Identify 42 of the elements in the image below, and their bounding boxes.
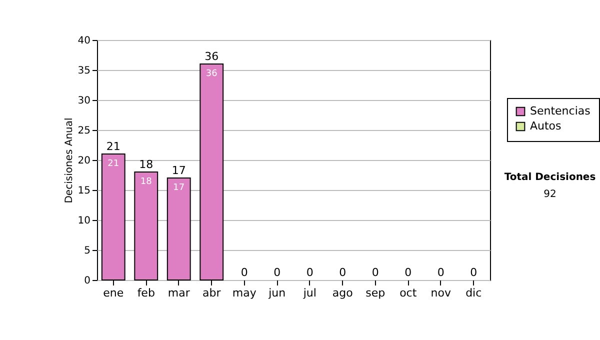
total-label: 36 bbox=[204, 50, 219, 63]
x-tick-label: sep bbox=[366, 286, 386, 300]
total-label: 0 bbox=[437, 266, 444, 279]
y-tick-label: 40 bbox=[78, 36, 90, 46]
total-label: 0 bbox=[372, 266, 379, 279]
y-axis-title: Decisiones Anual bbox=[64, 118, 75, 204]
total-label: 21 bbox=[106, 140, 120, 153]
x-tick-label: may bbox=[232, 286, 257, 300]
data-label: 17 bbox=[173, 183, 185, 193]
x-tick-label: abr bbox=[202, 286, 222, 300]
x-tick-label: jun bbox=[268, 286, 286, 300]
data-label: 18 bbox=[140, 177, 152, 187]
x-tick-label: ago bbox=[332, 286, 354, 300]
y-tick-label: 20 bbox=[78, 156, 90, 166]
text: Total Decisiones bbox=[503, 172, 597, 183]
y-tick-label: 30 bbox=[78, 96, 90, 106]
x-tick-label: jul bbox=[302, 286, 316, 300]
total-label: 18 bbox=[139, 158, 154, 171]
y-tick-label: 25 bbox=[78, 126, 90, 136]
legend-label: Autos bbox=[530, 120, 562, 132]
total-label: 0 bbox=[240, 266, 248, 279]
x-tick-label: feb bbox=[137, 286, 155, 300]
y-tick-label: 0 bbox=[84, 276, 90, 286]
total-label: 0 bbox=[404, 266, 412, 279]
data-label: 36 bbox=[206, 69, 218, 79]
text: 92 bbox=[542, 189, 558, 200]
total-label: 17 bbox=[172, 164, 186, 177]
total-label: 0 bbox=[339, 266, 346, 279]
total-label: 0 bbox=[274, 266, 281, 279]
y-tick-label: 15 bbox=[78, 186, 90, 196]
x-tick-label: oct bbox=[400, 286, 418, 300]
x-tick-label: ene bbox=[103, 286, 124, 300]
total-label: 0 bbox=[470, 266, 478, 279]
x-tick-label: dic bbox=[466, 286, 482, 300]
x-tick-label: nov bbox=[430, 286, 452, 300]
y-tick-label: 10 bbox=[78, 216, 90, 226]
legend-label: Sentencias bbox=[530, 104, 591, 118]
y-tick-label: 5 bbox=[84, 246, 90, 256]
total-label: 0 bbox=[306, 266, 314, 279]
x-tick-label: mar bbox=[168, 286, 190, 300]
y-tick-label: 35 bbox=[78, 66, 90, 76]
data-label: 21 bbox=[108, 159, 120, 169]
